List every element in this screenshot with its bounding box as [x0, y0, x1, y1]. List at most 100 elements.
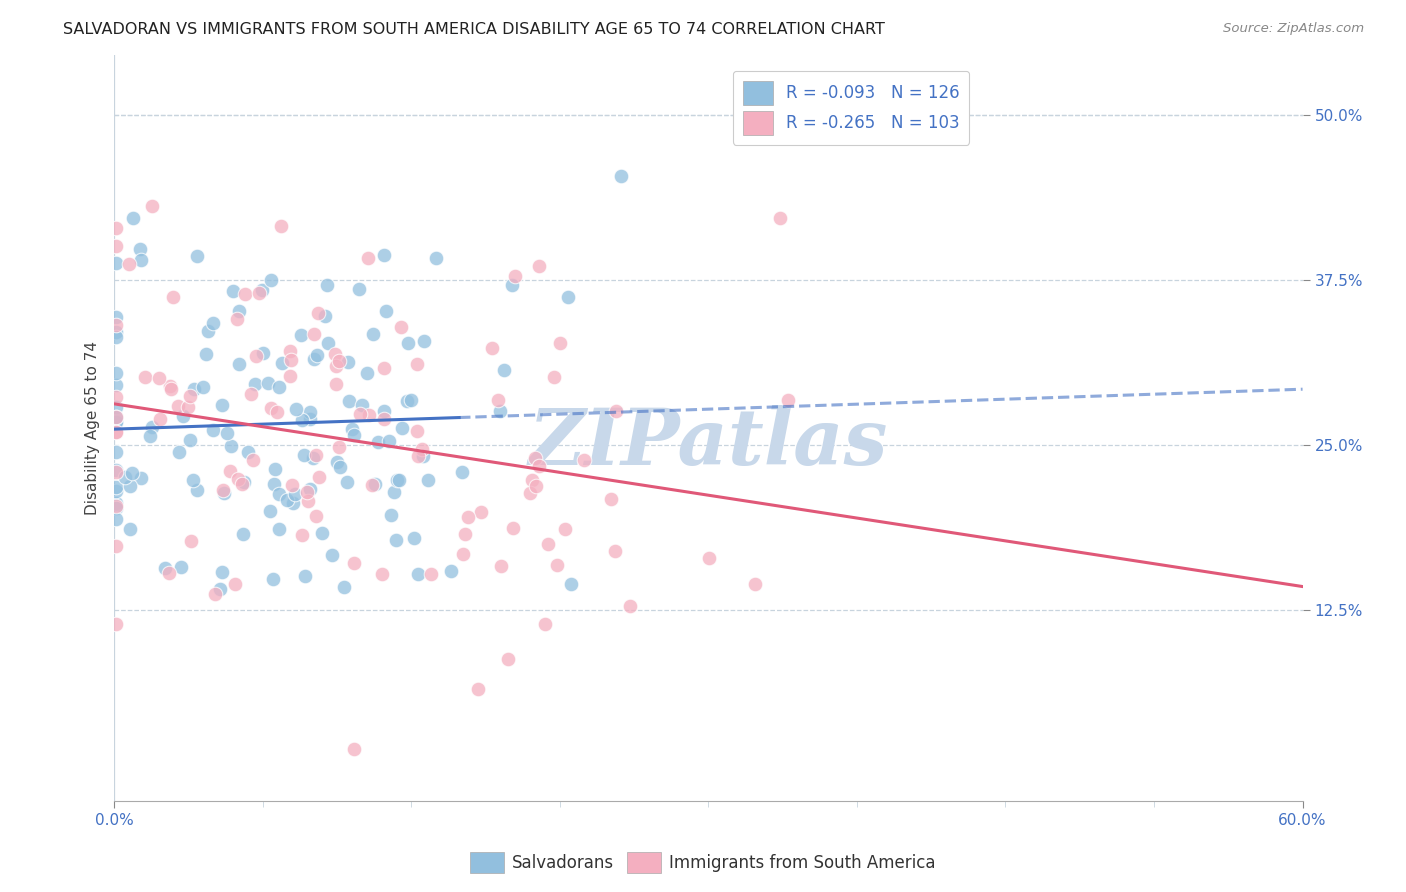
Point — [120, 478, 142, 492]
Point — [219, 464, 242, 478]
Point — [295, 485, 318, 500]
Point — [264, 461, 287, 475]
Point — [373, 412, 395, 426]
Point — [328, 440, 350, 454]
Point — [245, 350, 267, 364]
Point — [193, 380, 215, 394]
Point — [343, 742, 366, 756]
Point — [167, 399, 190, 413]
Point — [211, 397, 233, 411]
Point — [129, 471, 152, 485]
Point — [385, 533, 408, 547]
Point — [550, 336, 572, 351]
Point — [349, 282, 371, 296]
Point — [498, 652, 520, 666]
Point — [305, 448, 328, 462]
Point — [406, 357, 429, 371]
Point — [278, 368, 301, 383]
Point — [529, 259, 551, 273]
Point — [105, 425, 128, 439]
Point — [380, 508, 402, 523]
Point — [162, 290, 184, 304]
Point — [280, 353, 302, 368]
Point — [160, 383, 183, 397]
Point — [527, 458, 550, 473]
Point — [502, 521, 524, 535]
Point — [105, 500, 128, 514]
Point — [105, 256, 128, 270]
Point — [208, 582, 231, 596]
Point — [524, 479, 547, 493]
Point — [406, 424, 429, 438]
Point — [105, 617, 128, 632]
Point — [769, 211, 792, 225]
Point — [183, 382, 205, 396]
Point — [105, 484, 128, 499]
Point — [267, 522, 290, 536]
Point — [605, 403, 627, 417]
Point — [451, 547, 474, 561]
Point — [231, 477, 253, 491]
Point — [467, 681, 489, 696]
Point — [201, 316, 224, 330]
Point — [305, 508, 328, 523]
Point — [776, 392, 799, 407]
Point — [357, 251, 380, 265]
Point — [186, 249, 208, 263]
Point — [105, 221, 128, 235]
Point — [425, 252, 447, 266]
Point — [481, 341, 503, 355]
Point — [129, 242, 152, 256]
Point — [307, 348, 329, 362]
Point — [186, 483, 208, 498]
Point — [408, 566, 430, 581]
Point — [519, 486, 541, 500]
Point — [333, 580, 356, 594]
Point — [419, 566, 441, 581]
Point — [543, 369, 565, 384]
Point — [406, 449, 429, 463]
Point — [328, 353, 350, 368]
Point — [329, 460, 352, 475]
Point — [325, 377, 347, 392]
Point — [259, 504, 281, 518]
Point — [172, 409, 194, 423]
Point — [302, 351, 325, 366]
Point — [337, 393, 360, 408]
Point — [179, 433, 201, 447]
Point — [225, 311, 247, 326]
Point — [337, 355, 360, 369]
Point — [316, 277, 339, 292]
Point — [105, 425, 128, 439]
Point — [180, 534, 202, 549]
Point — [546, 558, 568, 572]
Point — [412, 334, 434, 348]
Point — [204, 587, 226, 601]
Legend: R = -0.093   N = 126, R = -0.265   N = 103: R = -0.093 N = 126, R = -0.265 N = 103 — [733, 71, 970, 145]
Point — [176, 400, 198, 414]
Point — [278, 344, 301, 359]
Point — [232, 475, 254, 490]
Point — [349, 407, 371, 421]
Point — [270, 356, 292, 370]
Point — [281, 477, 304, 491]
Point — [356, 366, 378, 380]
Point — [744, 577, 766, 591]
Point — [105, 325, 128, 339]
Point — [486, 392, 509, 407]
Point — [457, 510, 479, 524]
Point — [105, 480, 128, 494]
Point — [560, 577, 582, 591]
Point — [153, 561, 176, 575]
Point — [105, 410, 128, 425]
Point — [399, 393, 422, 408]
Point — [157, 566, 180, 580]
Point — [179, 389, 201, 403]
Point — [304, 327, 326, 342]
Point — [226, 472, 249, 486]
Point — [522, 473, 544, 487]
Point — [326, 455, 349, 469]
Point — [114, 470, 136, 484]
Point — [308, 470, 330, 484]
Point — [195, 346, 218, 360]
